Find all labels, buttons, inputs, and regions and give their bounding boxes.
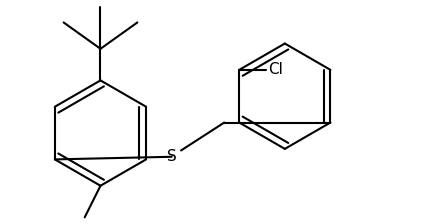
- Text: Cl: Cl: [268, 62, 283, 77]
- Text: S: S: [167, 149, 177, 164]
